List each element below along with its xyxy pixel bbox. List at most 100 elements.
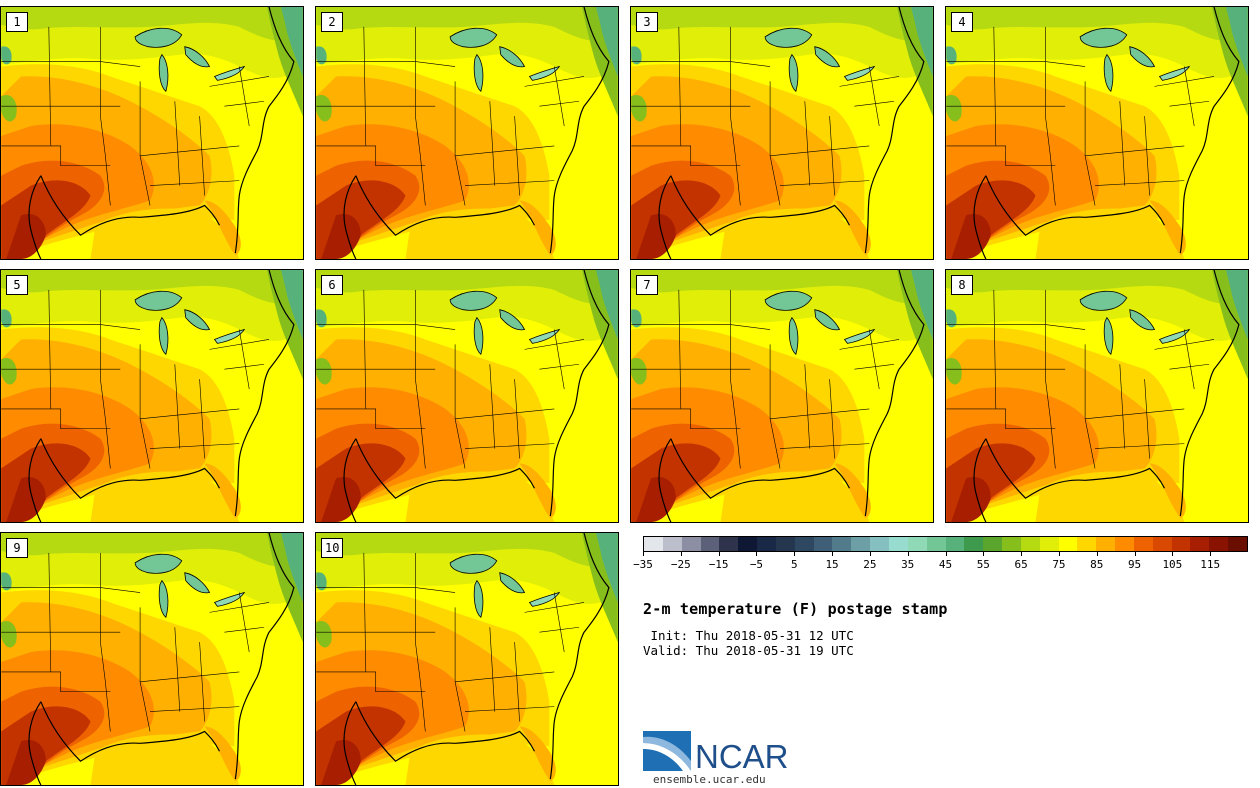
colorbar-tick-label: 55 [976,558,990,571]
member-panel-9: 9 [0,532,304,786]
colorbar-tick [794,552,796,556]
colorbar-swatch [1077,537,1097,551]
temperature-map [631,7,933,259]
colorbar-swatch [1096,537,1116,551]
colorbar-swatch [719,537,739,551]
colorbar-tick [1134,552,1136,556]
member-panel-1: 1 [0,6,304,260]
colorbar-tick-label: 115 [1200,558,1221,571]
colorbar-tick-label: 5 [790,558,798,571]
member-panel-10: 10 [315,532,619,786]
temperature-map [1,7,303,259]
member-label: 4 [951,12,973,32]
ncar-logo-text: NCAR [695,738,789,775]
member-label: 10 [321,538,344,558]
colorbar-swatch [870,537,889,551]
colorbar-swatch [662,537,682,551]
colorbar-swatch [757,537,776,551]
colorbar-swatch [1133,537,1153,551]
temperature-colorbar [643,536,1248,552]
colorbar-swatch [681,537,701,551]
ensemble-url[interactable]: ensemble.ucar.edu [653,773,766,786]
colorbar-swatch [945,537,965,551]
member-label: 9 [6,538,28,558]
colorbar-tick [1096,552,1098,556]
colorbar-tick [756,552,758,556]
colorbar-swatch [1020,537,1040,551]
colorbar-tick [1021,552,1023,556]
colorbar-swatch [1115,537,1134,551]
colorbar-swatch [983,537,1003,551]
colorbar-swatch [1190,537,1210,551]
colorbar-swatch [1039,537,1059,551]
temperature-map [316,533,618,785]
colorbar-swatch [738,537,758,551]
plot-title: 2-m temperature (F) postage stamp [643,600,948,618]
colorbar-swatch [1002,537,1021,551]
temperature-map [946,270,1248,522]
colorbar-ticks: −35 −25 −15 −5 5 15 25 35 45 55 65 75 85 95 105 115 [633,552,1248,574]
colorbar-swatch [926,537,946,551]
member-label: 3 [636,12,658,32]
temperature-map [946,7,1248,259]
colorbar-tick-label: 75 [1052,558,1066,571]
colorbar-tick-label: −5 [749,558,764,571]
colorbar-tick [680,552,682,556]
colorbar-tick [869,552,871,556]
colorbar-tick-label: 15 [825,558,839,571]
colorbar-tick [832,552,834,556]
colorbar-tick [1172,552,1174,556]
colorbar-tick [1210,552,1212,556]
colorbar-tick [983,552,985,556]
colorbar-swatch [794,537,814,551]
colorbar-tick [945,552,947,556]
temperature-map [631,270,933,522]
colorbar-swatch [775,537,795,551]
member-label: 5 [6,275,28,295]
colorbar-tick-label: 45 [938,558,953,571]
temperature-map [1,270,303,522]
colorbar-tick-label: 95 [1127,558,1142,571]
colorbar-tick [1058,552,1060,556]
temperature-map [316,270,618,522]
colorbar-tick-label: 25 [863,558,877,571]
colorbar-tick [718,552,720,556]
colorbar-tick [643,552,644,556]
init-time: Init: Thu 2018-05-31 12 UTC [643,628,854,643]
colorbar-swatch [907,537,927,551]
member-panel-8: 8 [945,269,1249,523]
colorbar-swatch [1171,537,1191,551]
colorbar-tick-label: 35 [901,558,915,571]
colorbar-swatch [851,537,871,551]
member-panel-5: 5 [0,269,304,523]
colorbar-tick-label: 85 [1090,558,1104,571]
colorbar-tick-label: −35 [633,558,653,571]
colorbar-swatch [964,537,984,551]
colorbar-swatch [813,537,833,551]
valid-time: Valid: Thu 2018-05-31 19 UTC [643,643,854,658]
colorbar-tick-label: 105 [1162,558,1183,571]
ncar-logo: NCAR [643,731,789,775]
colorbar-swatch [1058,537,1078,551]
colorbar-tick-label: −25 [670,558,691,571]
colorbar-swatch [644,537,663,551]
member-panel-6: 6 [315,269,619,523]
member-label: 2 [321,12,343,32]
member-label: 8 [951,275,973,295]
colorbar-swatch [1228,537,1247,551]
colorbar-tick-label: −15 [708,558,729,571]
colorbar-tick-label: 65 [1014,558,1028,571]
colorbar-swatch [1152,537,1172,551]
colorbar-swatch [832,537,852,551]
colorbar-swatch [700,537,720,551]
colorbar-swatch [1209,537,1229,551]
member-panel-7: 7 [630,269,934,523]
member-panel-2: 2 [315,6,619,260]
colorbar-tick [907,552,909,556]
member-label: 6 [321,275,343,295]
colorbar-swatch [888,537,908,551]
temperature-map [1,533,303,785]
member-label: 1 [6,12,28,32]
member-panel-3: 3 [630,6,934,260]
temperature-map [316,7,618,259]
